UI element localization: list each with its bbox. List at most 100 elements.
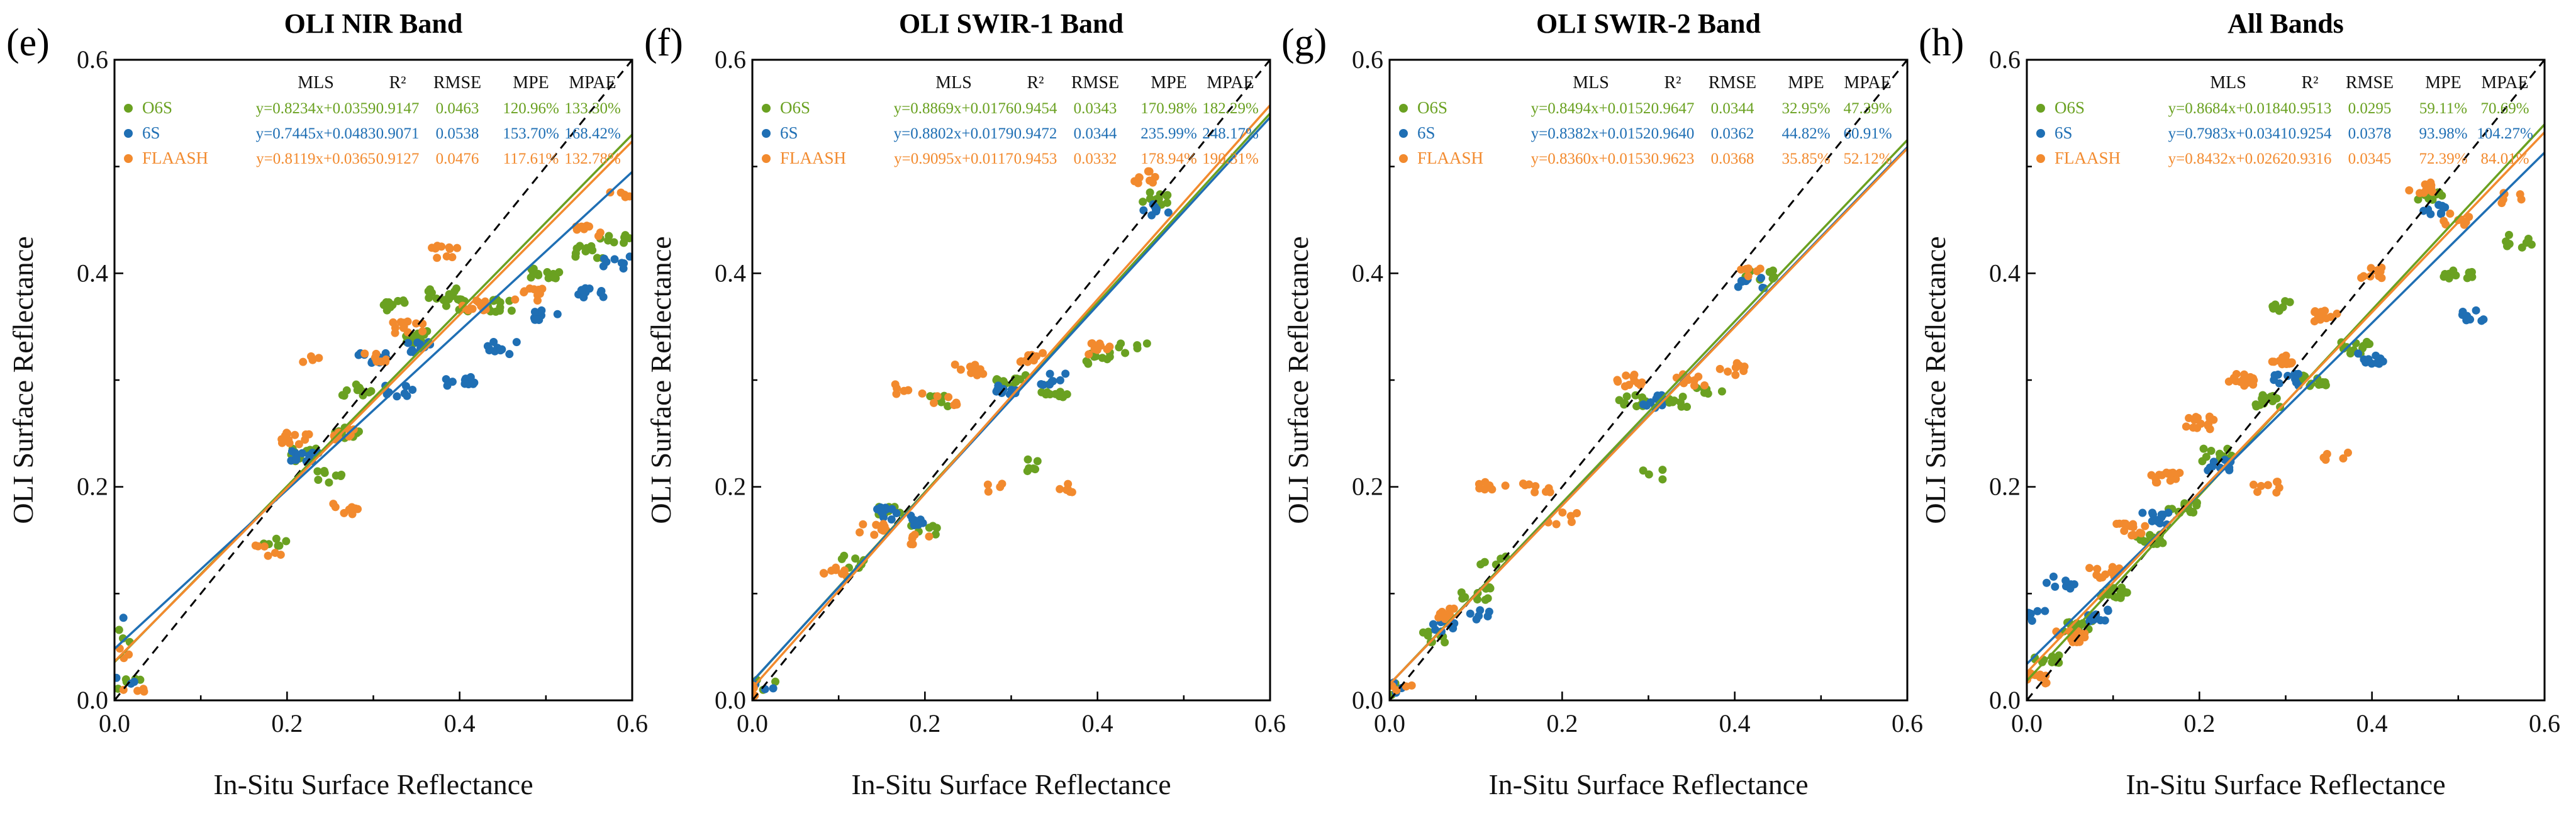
data-point <box>2472 306 2480 315</box>
data-point <box>1620 382 1629 391</box>
legend-marker <box>124 104 133 113</box>
data-point <box>2477 317 2486 325</box>
stats-header: RMSE <box>433 73 481 93</box>
data-point <box>382 298 391 306</box>
data-point <box>1098 354 1107 362</box>
data-point <box>908 534 917 543</box>
data-point <box>555 268 564 277</box>
data-point <box>579 293 588 302</box>
data-point <box>320 469 329 478</box>
data-point <box>602 257 611 266</box>
data-point <box>1056 485 1064 493</box>
data-point <box>1541 487 1550 496</box>
data-point <box>2290 374 2299 383</box>
legend-label: FLAASH <box>142 149 208 167</box>
data-point <box>967 369 976 378</box>
data-point <box>2051 582 2060 591</box>
data-point <box>1501 481 1510 490</box>
data-point <box>1039 349 1047 357</box>
data-point <box>911 519 920 528</box>
legend-label: FLAASH <box>1417 149 1483 167</box>
data-point <box>1630 376 1639 385</box>
data-point <box>993 385 1002 394</box>
data-point <box>581 247 590 255</box>
data-point <box>2437 208 2446 217</box>
x-tick-label: 0.2 <box>2183 709 2215 737</box>
y-axis-label: OLI Surface Reflectance <box>7 236 39 524</box>
legend-label: 6S <box>142 123 160 142</box>
data-point <box>2322 450 2331 459</box>
data-point <box>1531 488 1539 496</box>
data-point <box>530 308 539 317</box>
data-point <box>1163 191 1172 199</box>
data-point <box>272 534 281 543</box>
data-point <box>2036 673 2044 681</box>
data-point <box>140 687 148 696</box>
data-point <box>2221 456 2229 464</box>
data-point <box>308 449 317 457</box>
stat-mpe: 32.95% <box>1781 100 1830 117</box>
data-point <box>394 296 403 305</box>
series-points-o6s <box>114 231 632 693</box>
stats-header: RMSE <box>1071 73 1119 93</box>
y-tick-label: 0.2 <box>1352 473 1383 501</box>
y-tick-label: 0.6 <box>1989 45 2021 74</box>
data-point <box>1146 188 1154 197</box>
data-point <box>1742 264 1751 273</box>
stat-rmse: 0.0344 <box>1711 100 1754 117</box>
stat-mpe: 170.98% <box>1140 100 1197 117</box>
y-tick-label: 0.6 <box>1352 45 1383 74</box>
data-point <box>2504 230 2513 239</box>
y-tick-label: 0.4 <box>1989 259 2021 287</box>
data-point <box>1457 588 1466 597</box>
data-point <box>287 447 296 456</box>
data-point <box>495 306 504 315</box>
data-point <box>1630 371 1639 379</box>
data-point <box>1084 350 1093 359</box>
data-point <box>2155 471 2163 479</box>
y-tick-label: 0.2 <box>1989 473 2021 501</box>
data-point <box>2158 539 2167 547</box>
data-point <box>2346 349 2355 358</box>
data-point <box>593 254 601 262</box>
stat-mpae: 248.17% <box>1202 125 1259 142</box>
data-point <box>2270 357 2278 366</box>
stat-rmse: 0.0344 <box>1074 125 1117 142</box>
data-point <box>2146 530 2155 539</box>
stat-rmse: 0.0295 <box>2348 100 2392 117</box>
data-point <box>2270 371 2279 379</box>
data-point <box>2112 593 2121 602</box>
data-point <box>621 231 630 240</box>
y-tick-label: 0.0 <box>1989 686 2021 714</box>
stats-header: R² <box>389 73 406 93</box>
data-point <box>918 519 927 527</box>
data-point <box>2188 423 2197 432</box>
data-point <box>1753 267 1761 276</box>
y-tick-label: 0.4 <box>77 259 108 287</box>
data-point <box>106 617 114 625</box>
legend-marker <box>762 154 771 163</box>
data-point <box>2192 413 2200 422</box>
data-point <box>625 252 632 261</box>
y-axis-label: OLI Surface Reflectance <box>1282 236 1314 524</box>
series-points-o6s <box>752 188 1172 694</box>
data-point <box>396 318 405 327</box>
data-point <box>1087 339 1096 348</box>
panel-label: (g) <box>1281 21 1327 64</box>
data-point <box>1488 485 1497 494</box>
data-point <box>2205 463 2214 472</box>
data-point <box>2278 353 2287 362</box>
data-point <box>277 439 286 447</box>
stat-r2: 0.9254 <box>2289 125 2332 142</box>
data-point <box>444 293 453 301</box>
stat-r2: 0.9623 <box>1651 150 1695 167</box>
legend-marker <box>124 129 133 138</box>
data-point <box>104 614 113 622</box>
data-point <box>2061 576 2070 585</box>
data-point <box>904 386 913 395</box>
one-to-one-line <box>113 59 633 701</box>
data-point <box>761 685 769 693</box>
data-point <box>428 244 437 252</box>
data-point <box>496 346 505 355</box>
stat-mpe: 117.61% <box>503 150 559 167</box>
